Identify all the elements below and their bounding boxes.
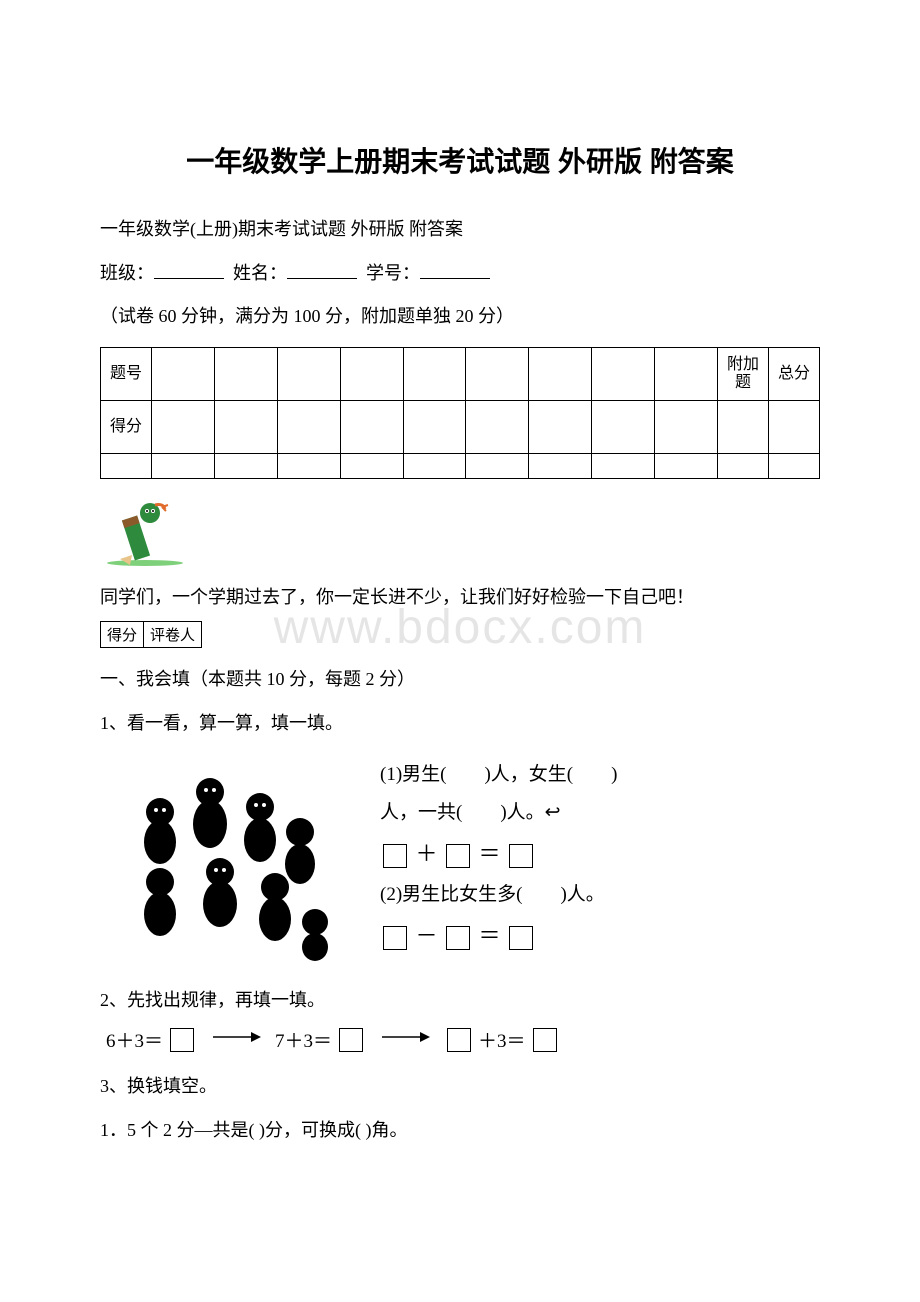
q1-line2: 人，一共( )人。↩ — [380, 794, 617, 832]
cell — [340, 453, 403, 478]
class-label: 班级： — [100, 263, 154, 283]
q3-line: 1．5 个 2 分—共是( )分，可换成( )角。 — [100, 1111, 820, 1151]
cell-total: 总分 — [769, 347, 820, 400]
cell-title-no: 题号 — [101, 347, 152, 400]
cell — [529, 453, 592, 478]
id-blank[interactable] — [420, 260, 490, 279]
answer-box[interactable] — [170, 1028, 194, 1052]
answer-box[interactable] — [509, 844, 533, 868]
cell — [592, 347, 655, 400]
cell[interactable] — [769, 400, 820, 453]
cell — [403, 347, 466, 400]
cell[interactable] — [277, 400, 340, 453]
q1-line1: (1)男生( )人，女生( ) — [380, 756, 617, 794]
name-blank[interactable] — [287, 260, 357, 279]
cell — [466, 453, 529, 478]
table-row: 题号 附加题 总分 — [101, 347, 820, 400]
cell[interactable] — [152, 400, 215, 453]
q2-part3: ＋3＝ — [478, 1026, 526, 1053]
q1-stem: 1、看一看，算一算，填一填。 — [100, 704, 820, 744]
answer-box[interactable] — [446, 926, 470, 950]
section-1-heading: 一、我会填（本题共 10 分，每题 2 分） — [100, 660, 820, 700]
cell — [403, 453, 466, 478]
mini-cell-reviewer: 评卷人 — [144, 622, 202, 648]
cell — [101, 453, 152, 478]
answer-box[interactable] — [447, 1028, 471, 1052]
cell[interactable] — [403, 400, 466, 453]
exam-note: （试卷 60 分钟，满分为 100 分，附加题单独 20 分） — [100, 297, 820, 337]
cell — [529, 347, 592, 400]
cell[interactable] — [340, 400, 403, 453]
q1-line3: (2)男生比女生多( )人。 — [380, 876, 617, 914]
mini-cell-score: 得分 — [101, 622, 144, 648]
q1-equation-2: － ＝ — [380, 914, 617, 958]
cell — [592, 453, 655, 478]
answer-box[interactable] — [533, 1028, 557, 1052]
cell[interactable] — [592, 400, 655, 453]
cell[interactable] — [655, 400, 718, 453]
answer-box[interactable] — [383, 926, 407, 950]
cell — [340, 347, 403, 400]
score-table: 题号 附加题 总分 得分 — [100, 347, 820, 479]
arrow-icon — [380, 1029, 430, 1051]
answer-box[interactable] — [509, 926, 533, 950]
q3-stem: 3、换钱填空。 — [100, 1067, 820, 1107]
cell — [152, 453, 215, 478]
subtitle: 一年级数学(上册)期末考试试题 外研版 附答案 — [100, 210, 820, 250]
cell-score-label: 得分 — [101, 400, 152, 453]
cell[interactable] — [718, 400, 769, 453]
cell — [769, 453, 820, 478]
cell[interactable] — [214, 400, 277, 453]
pencil-icon — [100, 499, 820, 574]
cell — [214, 347, 277, 400]
children-illustration — [100, 752, 360, 967]
answer-box[interactable] — [339, 1028, 363, 1052]
table-row — [101, 453, 820, 478]
q1-equation-1: ＋ ＝ — [380, 832, 617, 876]
cell[interactable] — [529, 400, 592, 453]
greeting: 同学们，一个学期过去了，你一定长进不少，让我们好好检验一下自己吧！ — [100, 578, 820, 618]
student-info-line: 班级： 姓名： 学号： — [100, 254, 820, 294]
class-blank[interactable] — [154, 260, 224, 279]
mini-score-table: 得分 评卷人 — [100, 621, 202, 648]
answer-box[interactable] — [383, 844, 407, 868]
id-label: 学号： — [366, 263, 420, 283]
arrow-icon — [211, 1029, 261, 1051]
q2-part1: 6＋3＝ — [106, 1026, 163, 1053]
cell — [718, 453, 769, 478]
q2-part2: 7＋3＝ — [275, 1026, 332, 1053]
name-label: 姓名： — [233, 263, 287, 283]
cell — [466, 347, 529, 400]
cell — [655, 453, 718, 478]
cell[interactable] — [466, 400, 529, 453]
cell — [277, 453, 340, 478]
table-row: 得分 — [101, 400, 820, 453]
page-title: 一年级数学上册期末考试试题 外研版 附答案 — [100, 140, 820, 180]
cell — [277, 347, 340, 400]
q2-stem: 2、先找出规律，再填一填。 — [100, 981, 820, 1021]
q2-equation-row: 6＋3＝ 7＋3＝ ＋3＝ — [106, 1026, 820, 1053]
cell — [214, 453, 277, 478]
cell — [655, 347, 718, 400]
answer-box[interactable] — [446, 844, 470, 868]
cell — [152, 347, 215, 400]
cell-extra: 附加题 — [718, 347, 769, 400]
